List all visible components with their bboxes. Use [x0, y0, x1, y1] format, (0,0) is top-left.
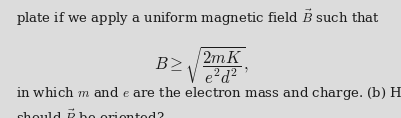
Text: should $\vec{B}$ be oriented?: should $\vec{B}$ be oriented?	[16, 109, 164, 118]
Text: in which $m$ and $e$ are the electron mass and charge. (b) How: in which $m$ and $e$ are the electron ma…	[16, 85, 401, 102]
Text: $B \geq \sqrt{\dfrac{2mK}{e^2d^2}},$: $B \geq \sqrt{\dfrac{2mK}{e^2d^2}},$	[153, 45, 248, 86]
Text: plate if we apply a uniform magnetic field $\vec{B}$ such that: plate if we apply a uniform magnetic fie…	[16, 8, 379, 28]
